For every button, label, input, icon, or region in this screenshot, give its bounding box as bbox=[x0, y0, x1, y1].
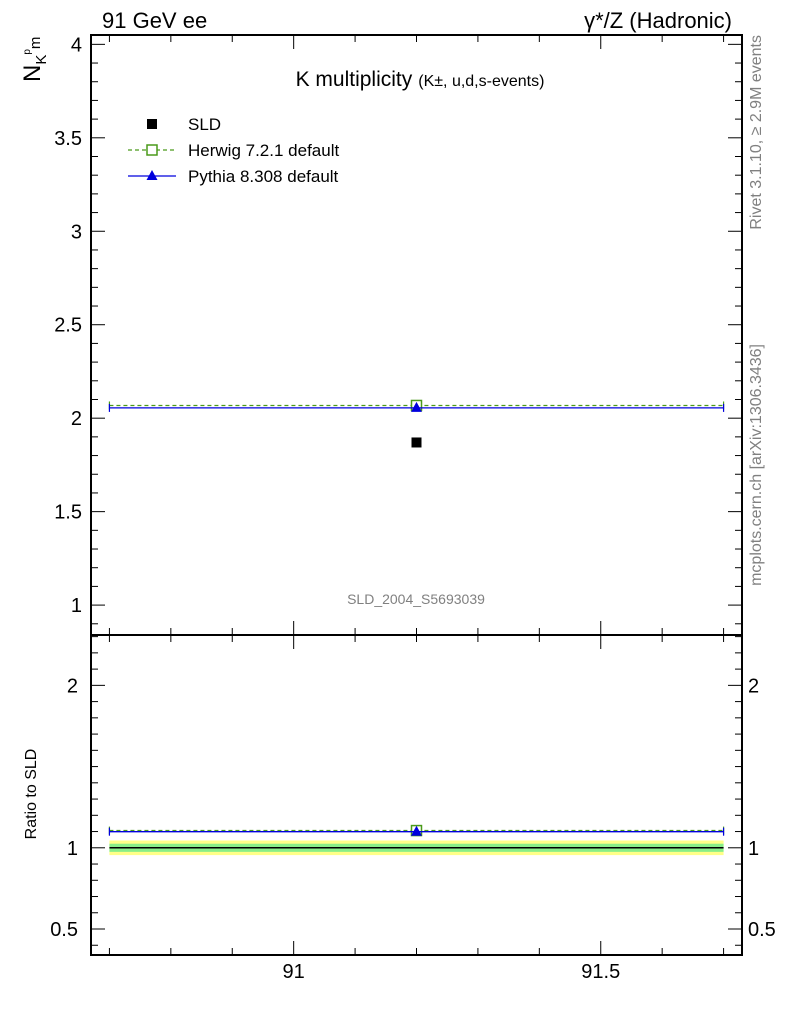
ratio-xtick-label: 91 bbox=[283, 961, 305, 983]
legend-pythia-8-308-default-marker bbox=[146, 170, 158, 180]
main-ytick-label: 3 bbox=[71, 221, 82, 243]
main-panel: 1 1.5 2 2.5 3 3.5 4 K multiplicity (K±, u,d,s-e… bbox=[19, 34, 743, 636]
legend-sld-label: SLD bbox=[188, 115, 221, 134]
main-ytick-label: 2 bbox=[71, 408, 82, 430]
ratio-panel-frame bbox=[90, 634, 743, 956]
svg-text:NKpm: NKpm bbox=[19, 37, 50, 82]
ratio-panel: 0.5 0.5 1 1 2 2 91 91.5 Ratio to SLD bbox=[23, 634, 776, 983]
legend-pythia-8-308-default-label: Pythia 8.308 default bbox=[188, 167, 339, 186]
legend-sld-marker bbox=[147, 119, 157, 129]
legend-herwig-7-2-1-default-marker bbox=[146, 144, 158, 156]
ratio-ytick-label-right: 1 bbox=[748, 838, 759, 860]
main-ytick-label: 4 bbox=[71, 34, 82, 56]
main-y-axis-label: NKpm bbox=[19, 37, 50, 82]
ratio-ytick-label-right: 2 bbox=[748, 675, 759, 697]
header-right: γ*/Z (Hadronic) bbox=[584, 8, 732, 33]
legend-herwig-7-2-1-default-label: Herwig 7.2.1 default bbox=[188, 141, 339, 160]
main-pythia-8-308-default-point bbox=[411, 401, 422, 412]
ylabel-main: N bbox=[19, 65, 46, 82]
ratio-ytick-label-left: 0.5 bbox=[50, 919, 78, 941]
ylabel-sub: K bbox=[33, 55, 50, 65]
main-title-suffix: (K±, u,d,s-events) bbox=[418, 73, 544, 90]
main-ytick-label: 2.5 bbox=[54, 315, 82, 337]
rivet-version-label: Rivet 3.1.10, ≥ 2.9M events bbox=[748, 35, 765, 230]
analysis-label: SLD_2004_S5693039 bbox=[347, 591, 485, 607]
ratio-ytick-label-left: 1 bbox=[67, 838, 78, 860]
ratio-pythia-8-308-default-point bbox=[411, 825, 422, 836]
ylabel-sub2: m bbox=[27, 37, 44, 50]
ratio-y-axis-label: Ratio to SLD bbox=[23, 749, 40, 840]
ratio-xtick-label: 91.5 bbox=[581, 961, 620, 983]
mcplots-label: mcplots.cern.ch [arXiv:1306.3436] bbox=[748, 344, 765, 586]
main-title: K multiplicity (K±, u,d,s-events) bbox=[296, 68, 545, 91]
main-ytick-label: 1 bbox=[71, 595, 82, 617]
header-left: 91 GeV ee bbox=[102, 8, 207, 33]
ratio-ytick-label-left: 2 bbox=[67, 675, 78, 697]
ylabel-sup: p bbox=[22, 49, 33, 55]
main-sld-point bbox=[411, 437, 422, 448]
main-title-text: K multiplicity bbox=[296, 68, 413, 91]
legend: SLD Herwig 7.2.1 default Pythia 8.308 defa… bbox=[128, 115, 339, 186]
ratio-ytick-label-right: 0.5 bbox=[748, 919, 776, 941]
main-ytick-label: 1.5 bbox=[54, 502, 82, 524]
main-ytick-label: 3.5 bbox=[54, 128, 82, 150]
